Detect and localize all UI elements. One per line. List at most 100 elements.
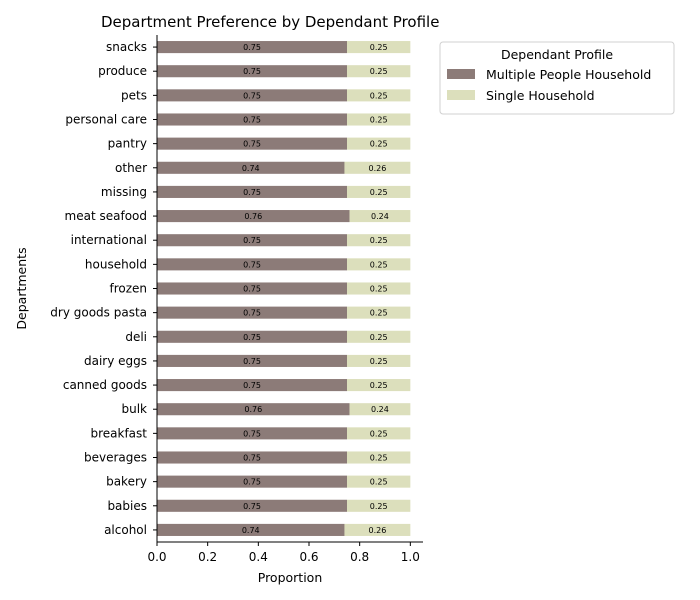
bar-multiple-alcohol bbox=[157, 523, 345, 536]
bar-multiple-dry-goods-pasta bbox=[157, 306, 347, 319]
bar-single-canned-goods bbox=[347, 379, 411, 392]
bar-multiple-meat-seafood bbox=[157, 210, 350, 223]
y-tick-label: household bbox=[85, 257, 147, 271]
data-label: 0.25 bbox=[370, 309, 388, 318]
y-tick-label: bulk bbox=[121, 402, 147, 416]
legend-title: Dependant Profile bbox=[501, 47, 613, 62]
bar-single-deli bbox=[347, 330, 411, 343]
bar-multiple-beverages bbox=[157, 451, 347, 464]
y-tick-label: babies bbox=[107, 499, 147, 513]
data-label: 0.24 bbox=[371, 212, 389, 221]
y-tick-label: breakfast bbox=[90, 426, 147, 440]
data-label: 0.25 bbox=[370, 429, 388, 438]
data-label: 0.75 bbox=[243, 285, 261, 294]
data-label: 0.75 bbox=[243, 188, 261, 197]
bar-multiple-bakery bbox=[157, 475, 347, 488]
y-tick-label: bakery bbox=[106, 475, 147, 489]
y-tick-label: meat seafood bbox=[65, 209, 147, 223]
data-label: 0.26 bbox=[368, 526, 386, 535]
data-label: 0.75 bbox=[243, 381, 261, 390]
bar-single-other bbox=[344, 161, 411, 174]
bar-multiple-pantry bbox=[157, 137, 347, 150]
bar-single-beverages bbox=[347, 451, 411, 464]
y-tick-label: personal care bbox=[65, 113, 147, 127]
data-label: 0.25 bbox=[370, 381, 388, 390]
x-tick-label: 0.0 bbox=[147, 550, 166, 564]
bar-multiple-household bbox=[157, 258, 347, 271]
bar-single-pets bbox=[347, 89, 411, 102]
bar-multiple-breakfast bbox=[157, 427, 347, 440]
bar-single-snacks bbox=[347, 41, 411, 54]
y-tick-label: dry goods pasta bbox=[50, 306, 147, 320]
data-label: 0.25 bbox=[370, 478, 388, 487]
data-label: 0.25 bbox=[370, 116, 388, 125]
chart-title: Department Preference by Dependant Profi… bbox=[101, 13, 439, 31]
data-label: 0.76 bbox=[244, 212, 262, 221]
legend-frame bbox=[439, 41, 675, 115]
bar-multiple-produce bbox=[157, 65, 347, 78]
data-label: 0.75 bbox=[243, 429, 261, 438]
data-labels-group: 0.74 0.26 0.75 0.25 0.75 0.25 0.75 0.25 0.75 0.25… bbox=[242, 43, 389, 535]
data-label: 0.24 bbox=[371, 405, 389, 414]
bar-single-international bbox=[347, 234, 411, 247]
y-axis-label: Departments bbox=[14, 247, 29, 329]
data-label: 0.74 bbox=[242, 164, 260, 173]
bar-multiple-missing bbox=[157, 185, 347, 198]
y-tick-label: produce bbox=[98, 64, 147, 78]
legend-swatch bbox=[447, 69, 475, 79]
bar-multiple-babies bbox=[157, 499, 347, 512]
bar-single-bulk bbox=[349, 403, 411, 416]
bar-single-alcohol bbox=[344, 523, 411, 536]
data-label: 0.25 bbox=[370, 91, 388, 100]
data-label: 0.75 bbox=[243, 454, 261, 463]
legend-swatch bbox=[447, 90, 475, 100]
x-axis-ticks: 0.0 0.2 0.4 0.6 0.8 1.0 bbox=[147, 542, 420, 564]
x-tick-label: 0.6 bbox=[299, 550, 318, 564]
data-label: 0.75 bbox=[243, 333, 261, 342]
y-tick-label: deli bbox=[125, 330, 147, 344]
data-label: 0.26 bbox=[368, 164, 386, 173]
bar-multiple-pets bbox=[157, 89, 347, 102]
data-label: 0.25 bbox=[370, 43, 388, 52]
data-label: 0.25 bbox=[370, 188, 388, 197]
y-axis-ticks: alcohol babies bakery beverages breakfast bul… bbox=[50, 40, 157, 537]
bar-single-bakery bbox=[347, 475, 411, 488]
bar-single-breakfast bbox=[347, 427, 411, 440]
x-tick-label: 0.8 bbox=[350, 550, 369, 564]
y-tick-label: international bbox=[71, 233, 147, 247]
x-tick-label: 0.2 bbox=[198, 550, 217, 564]
bar-multiple-dairy-eggs bbox=[157, 354, 347, 367]
bar-single-meat-seafood bbox=[349, 210, 411, 223]
data-label: 0.25 bbox=[370, 502, 388, 511]
data-label: 0.74 bbox=[242, 526, 260, 535]
legend-entry-label: Multiple People Household bbox=[486, 67, 651, 82]
x-axis-label: Proportion bbox=[258, 570, 323, 585]
bar-multiple-snacks bbox=[157, 41, 347, 54]
data-label: 0.76 bbox=[244, 405, 262, 414]
data-label: 0.25 bbox=[370, 140, 388, 149]
x-tick-label: 1.0 bbox=[401, 550, 420, 564]
y-tick-label: snacks bbox=[106, 40, 147, 54]
legend-entry-label: Single Household bbox=[486, 88, 595, 103]
bar-multiple-other bbox=[157, 161, 345, 174]
data-label: 0.25 bbox=[370, 357, 388, 366]
data-label: 0.75 bbox=[243, 140, 261, 149]
y-tick-label: frozen bbox=[109, 282, 147, 296]
y-tick-label: other bbox=[115, 161, 147, 175]
bar-multiple-bulk bbox=[157, 403, 350, 416]
data-label: 0.75 bbox=[243, 91, 261, 100]
data-label: 0.75 bbox=[243, 478, 261, 487]
data-label: 0.75 bbox=[243, 309, 261, 318]
y-tick-label: alcohol bbox=[104, 523, 147, 537]
bar-single-personal-care bbox=[347, 113, 411, 126]
data-label: 0.75 bbox=[243, 502, 261, 511]
bar-multiple-personal-care bbox=[157, 113, 347, 126]
data-label: 0.25 bbox=[370, 285, 388, 294]
data-label: 0.25 bbox=[370, 67, 388, 76]
data-label: 0.75 bbox=[243, 116, 261, 125]
y-tick-label: beverages bbox=[84, 451, 147, 465]
legend-items: Multiple People Household Single Househol… bbox=[447, 67, 651, 103]
bar-single-missing bbox=[347, 185, 411, 198]
y-tick-label: canned goods bbox=[63, 378, 147, 392]
